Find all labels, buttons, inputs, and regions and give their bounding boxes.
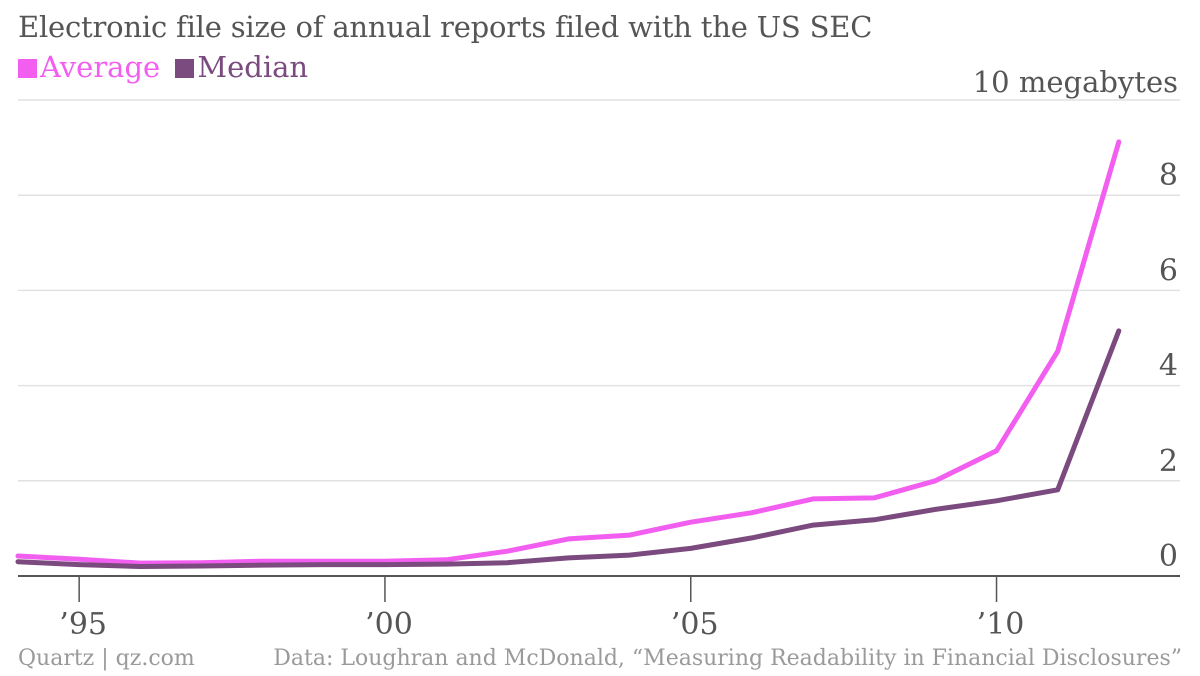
data-point-median bbox=[566, 555, 571, 561]
chart-title: Electronic file size of annual reports f… bbox=[18, 10, 873, 44]
data-point-average bbox=[260, 559, 265, 564]
data-point-average bbox=[810, 496, 816, 502]
data-point-median bbox=[627, 552, 632, 558]
data-point-average bbox=[76, 557, 82, 562]
series-lines bbox=[15, 139, 1122, 569]
legend-swatch-median bbox=[175, 59, 195, 78]
footer-data-source: Data: Loughran and McDonald, “Measuring … bbox=[273, 646, 1182, 671]
legend-label-average: Average bbox=[40, 50, 161, 84]
data-point-median bbox=[1055, 487, 1060, 493]
data-point-median bbox=[76, 562, 82, 567]
data-point-median bbox=[505, 560, 510, 565]
data-point-median bbox=[749, 535, 755, 541]
x-tick-label: ’00 bbox=[365, 607, 413, 642]
data-point-average bbox=[566, 536, 571, 542]
legend-item-median: Median bbox=[175, 50, 308, 84]
legend-item-average: Average bbox=[18, 50, 160, 84]
y-tick-label: 0 bbox=[1159, 539, 1178, 574]
series-line-median bbox=[15, 328, 1122, 569]
data-point-average bbox=[1116, 139, 1122, 145]
data-point-median bbox=[1116, 328, 1122, 334]
data-point-median bbox=[688, 546, 693, 551]
y-tick-label: 4 bbox=[1159, 349, 1178, 384]
data-point-median bbox=[199, 563, 204, 569]
tick-labels: ’95 ’00 ’05 ’10 0 2 4 6 8 10 megabytes bbox=[59, 65, 1178, 642]
data-point-average bbox=[443, 557, 449, 563]
data-point-average bbox=[505, 549, 510, 554]
legend-label-median: Median bbox=[197, 50, 309, 84]
data-point-median bbox=[443, 561, 449, 567]
y-tick-label: 2 bbox=[1159, 444, 1178, 479]
data-point-median bbox=[810, 522, 816, 528]
x-tick-label: ’05 bbox=[671, 607, 719, 642]
data-point-average bbox=[1055, 349, 1060, 354]
data-point-median bbox=[994, 498, 999, 503]
data-point-median bbox=[321, 562, 326, 567]
y-tick-label: 8 bbox=[1159, 158, 1178, 193]
gridlines bbox=[18, 99, 1180, 482]
data-point-median bbox=[15, 559, 21, 564]
data-point-average bbox=[872, 495, 877, 501]
data-point-median bbox=[872, 517, 877, 523]
data-point-average bbox=[749, 510, 755, 515]
data-point-average bbox=[627, 532, 632, 538]
footer-credit: Quartz | qz.com bbox=[18, 646, 195, 671]
series-line-average bbox=[15, 139, 1122, 566]
legend-swatch-average bbox=[18, 59, 37, 78]
data-point-median bbox=[138, 564, 143, 569]
data-point-average bbox=[15, 553, 21, 559]
data-point-median bbox=[382, 562, 388, 567]
axes bbox=[18, 575, 1180, 602]
data-point-average bbox=[994, 448, 999, 454]
data-point-median bbox=[933, 507, 938, 512]
data-point-average bbox=[688, 520, 693, 525]
x-tick-label: ’95 bbox=[59, 607, 107, 642]
data-point-median bbox=[260, 562, 265, 568]
y-unit-label: 10 megabytes bbox=[973, 65, 1178, 99]
legend: Average Median bbox=[18, 50, 314, 84]
x-tick-label: ’10 bbox=[977, 607, 1025, 642]
data-point-average bbox=[933, 478, 938, 483]
y-tick-label: 6 bbox=[1159, 253, 1178, 288]
